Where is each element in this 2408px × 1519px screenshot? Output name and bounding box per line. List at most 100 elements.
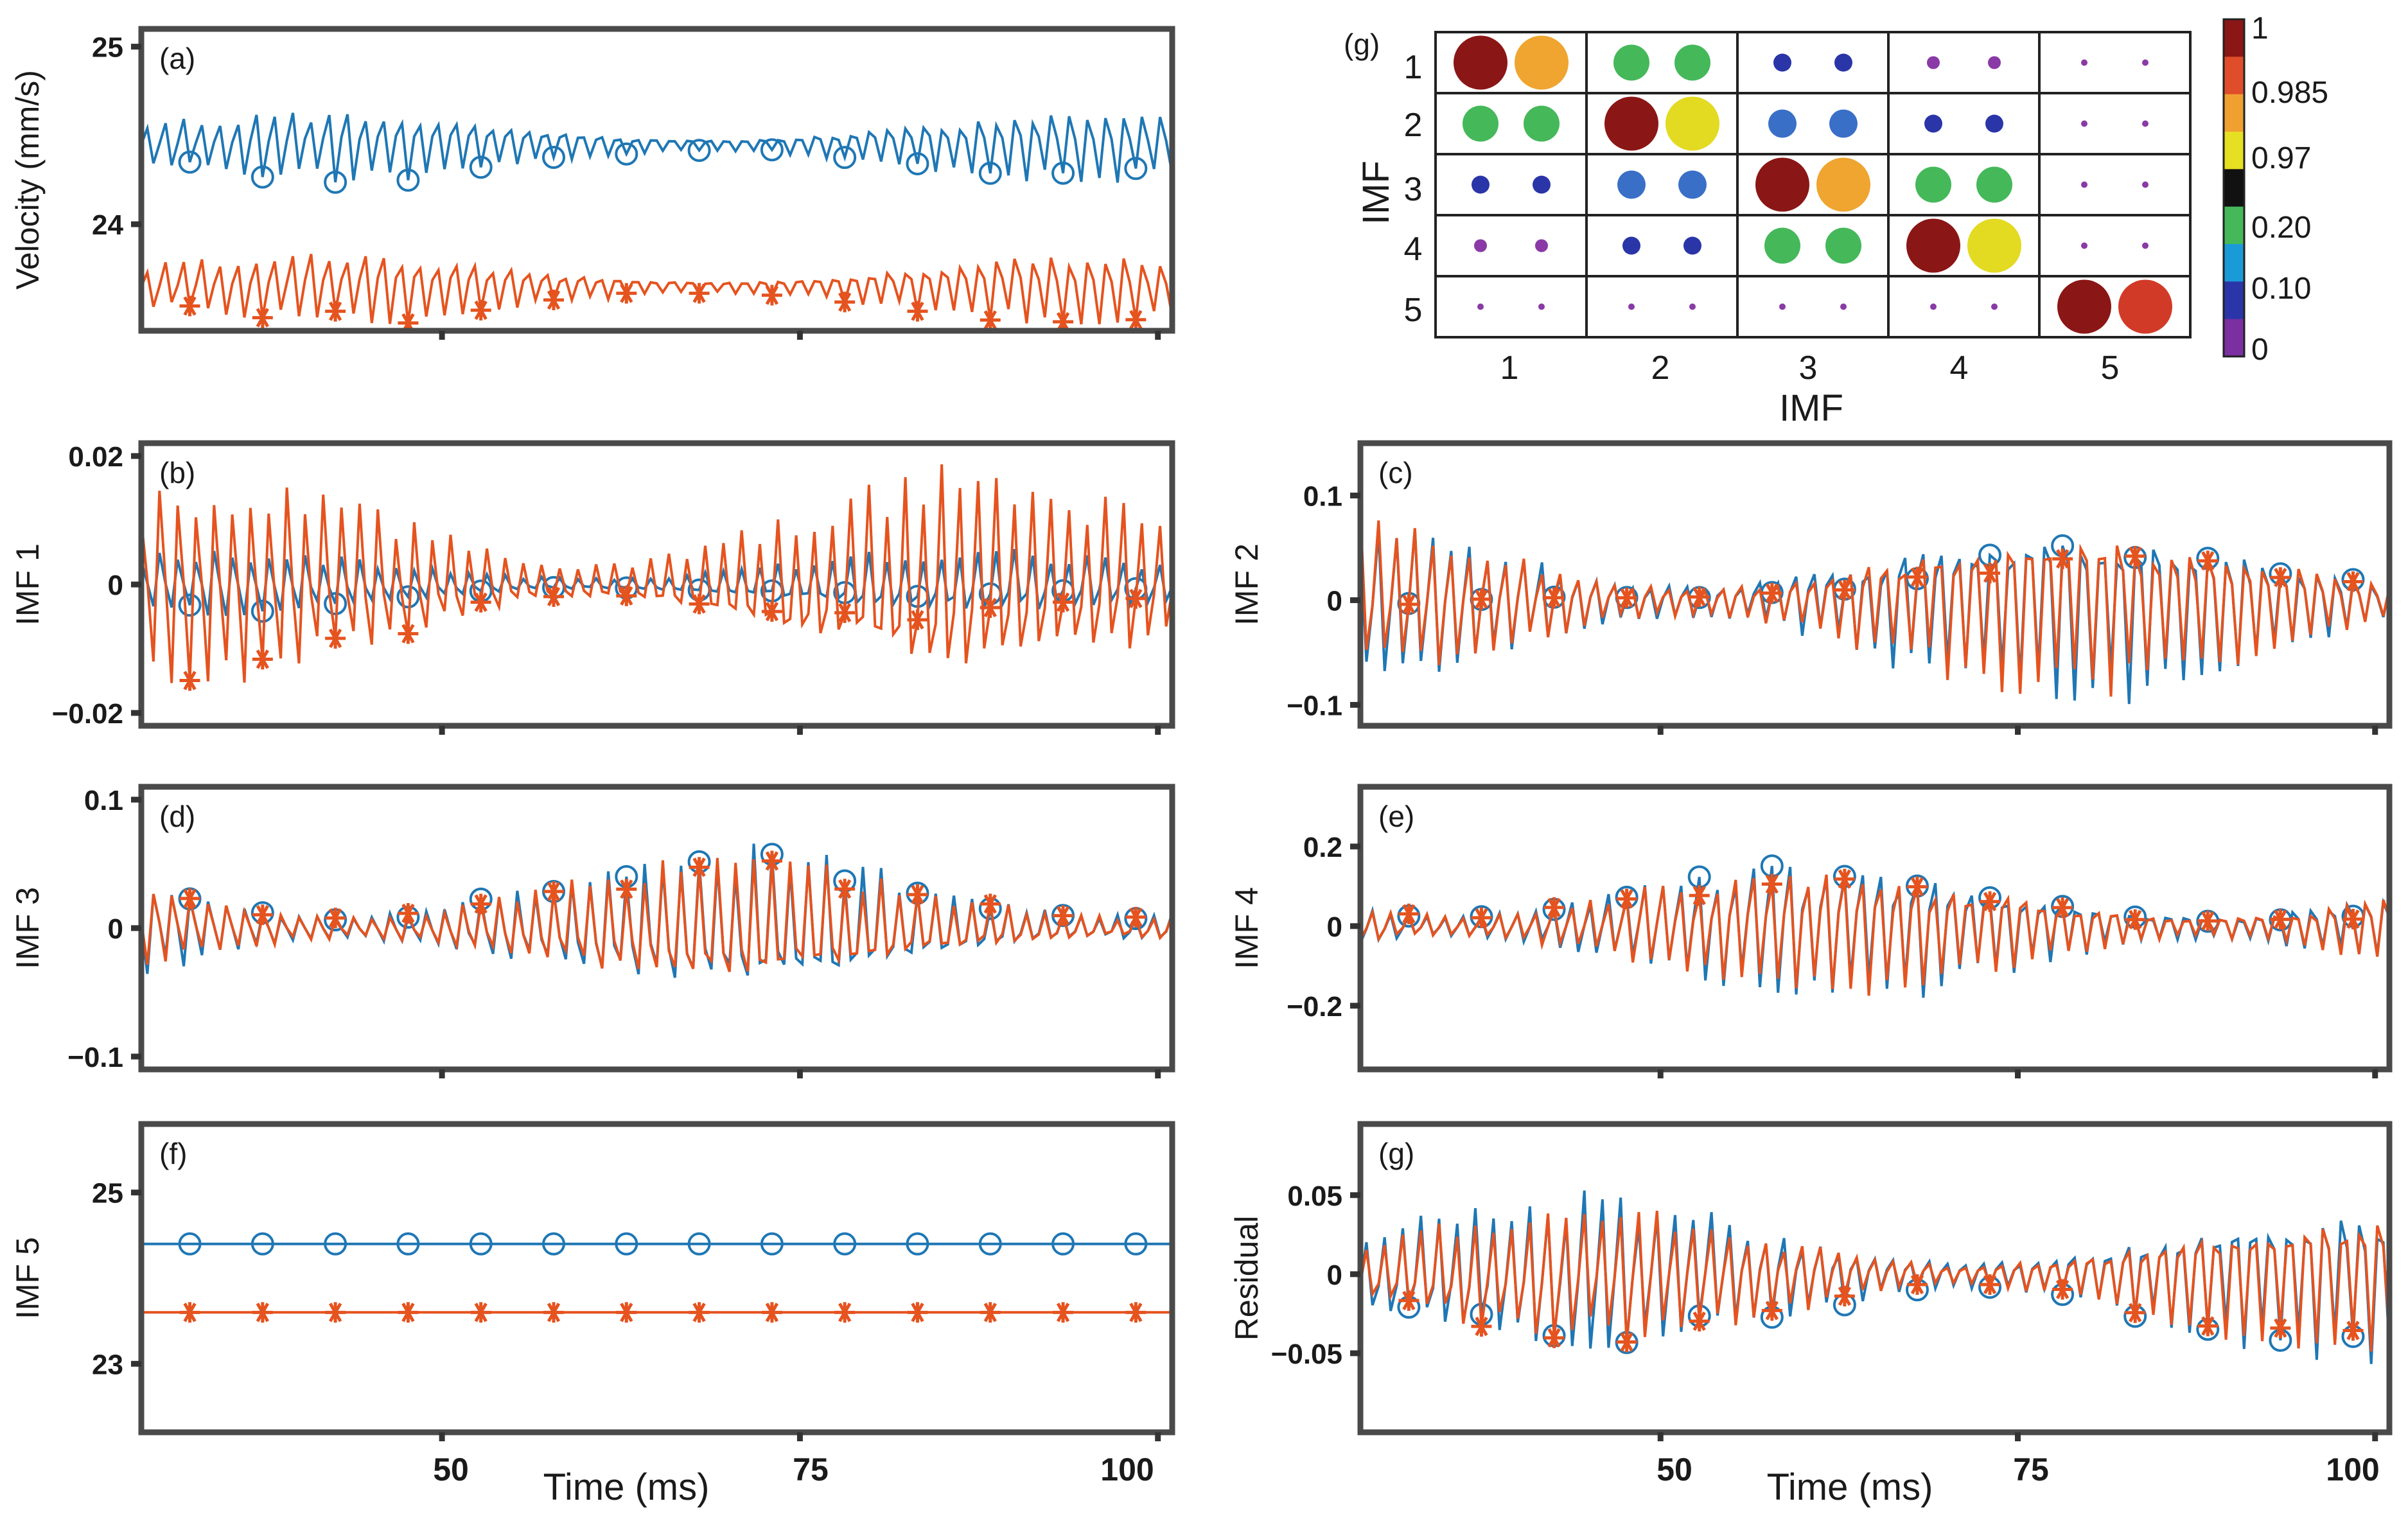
marker-asterisk	[1543, 897, 1565, 918]
heatmap-bubble	[1678, 170, 1707, 199]
heatmap-bubble	[1840, 303, 1847, 310]
heatmap-bubble	[1613, 44, 1649, 81]
marker-asterisk	[907, 301, 928, 322]
y-tick-label: 0.2	[1303, 832, 1342, 863]
x-tick-label: 75	[793, 1452, 829, 1488]
marker-circle	[1051, 161, 1075, 185]
marker-asterisk	[1980, 1274, 2001, 1295]
heatmap-bubbles	[1454, 35, 2172, 334]
heatmap-bubble	[2081, 242, 2087, 249]
heatmap-bubble	[1773, 53, 1791, 72]
y-tick-label: 0.02	[68, 441, 123, 473]
marker-asterisk	[2052, 897, 2073, 918]
marker-circle	[615, 1232, 638, 1256]
marker-circle	[978, 161, 1002, 185]
marker-circle	[906, 1232, 929, 1256]
colorbar-segment	[2224, 281, 2244, 320]
marker-asterisk	[470, 592, 491, 613]
marker-asterisk	[616, 1302, 637, 1323]
colorbar-segment	[2224, 57, 2244, 95]
marker-asterisk	[761, 850, 782, 872]
series-line-orange	[141, 254, 1172, 325]
marker-asterisk	[2197, 550, 2219, 572]
marker-circle	[250, 1232, 274, 1256]
x-axis-left: 50 75 100 Time (ms)	[433, 1452, 1154, 1508]
marker-asterisk	[980, 893, 1001, 915]
heatmap-row-label: 5	[1404, 292, 1423, 329]
marker-asterisk	[834, 879, 856, 900]
heatmap-bubble	[1524, 105, 1560, 142]
marker-asterisk	[325, 301, 346, 322]
y-tick-label: 0	[1327, 1260, 1342, 1291]
heatmap-bubble	[1825, 227, 1861, 264]
marker-circle	[760, 138, 784, 162]
heatmap-row-label: 4	[1404, 231, 1423, 268]
marker-asterisk	[980, 597, 1001, 619]
marker-asterisk	[761, 601, 782, 622]
marker-circle	[833, 1232, 857, 1256]
y-tick-label: −0.02	[52, 698, 123, 730]
heatmap-bubble	[1533, 175, 1551, 194]
x-tick-label: 100	[1100, 1452, 1154, 1488]
marker-asterisk	[1125, 1302, 1147, 1323]
heatmap-bubble	[2142, 59, 2149, 66]
heatmap-grid	[1434, 31, 2192, 338]
heatmap-bubble	[2081, 59, 2087, 66]
plot-area-a	[141, 112, 1172, 331]
marker-asterisk	[252, 904, 273, 926]
marker-asterisk	[689, 283, 710, 304]
marker-asterisk	[1834, 868, 1855, 890]
marker-asterisk	[689, 593, 710, 615]
marker-asterisk	[543, 1302, 564, 1323]
colorbar-tick: 0	[2251, 333, 2269, 367]
series-line-orange	[1360, 1211, 2389, 1352]
heatmap-bubble	[2142, 242, 2149, 249]
marker-asterisk	[1053, 1302, 1074, 1323]
marker-asterisk	[2052, 549, 2073, 570]
y-axis-title: IMF 4	[1229, 887, 1265, 969]
marker-asterisk	[252, 307, 273, 328]
marker-asterisk	[1906, 876, 1928, 897]
colorbar-tick: 1	[2251, 12, 2269, 46]
marker-circle	[469, 1232, 493, 1256]
marker-circle	[396, 585, 420, 609]
marker-asterisk	[325, 1302, 346, 1323]
marker-asterisk	[834, 602, 856, 623]
marker-circle	[833, 146, 857, 170]
heatmap-bubble	[1764, 227, 1800, 264]
marker-circle	[178, 593, 202, 617]
marker-circle	[542, 146, 565, 170]
y-tick-label: −0.1	[67, 1042, 123, 1073]
x-axis-right: 50 75 100 Time (ms)	[1657, 1452, 2380, 1508]
marker-asterisk	[907, 884, 928, 905]
heatmap-bubble	[1768, 109, 1797, 138]
marker-asterisk	[1689, 885, 1710, 906]
marker-asterisk	[398, 623, 419, 644]
marker-asterisk	[689, 857, 710, 878]
marker-asterisk	[1471, 588, 1492, 610]
series-line-orange	[1360, 874, 2389, 996]
heatmap-row-label: 2	[1404, 107, 1423, 144]
marker-asterisk	[252, 649, 273, 670]
heatmap-col-label: 4	[1950, 349, 1969, 387]
marker-circle	[250, 165, 274, 189]
heatmap-bubble	[1976, 166, 2012, 203]
heatmap-bubble	[1628, 303, 1635, 310]
marker-asterisk	[1471, 907, 1492, 928]
marker-asterisk	[616, 585, 637, 606]
heatmap-bubble	[1779, 303, 1786, 310]
heatmap-bubble	[1617, 170, 1646, 199]
colorbar-segment	[2224, 319, 2244, 357]
marker-circle	[324, 1232, 347, 1256]
heatmap-bubble	[1683, 236, 1701, 255]
marker-asterisk	[325, 908, 346, 929]
marker-asterisk	[834, 1302, 856, 1323]
marker-asterisk	[252, 1302, 273, 1323]
marker-asterisk	[1125, 309, 1147, 330]
y-tick-label: 25	[92, 1178, 123, 1209]
marker-asterisk	[689, 1302, 710, 1323]
marker-asterisk	[1398, 593, 1419, 615]
y-axis-title: Residual	[1229, 1216, 1265, 1341]
marker-asterisk	[1398, 1290, 1419, 1311]
